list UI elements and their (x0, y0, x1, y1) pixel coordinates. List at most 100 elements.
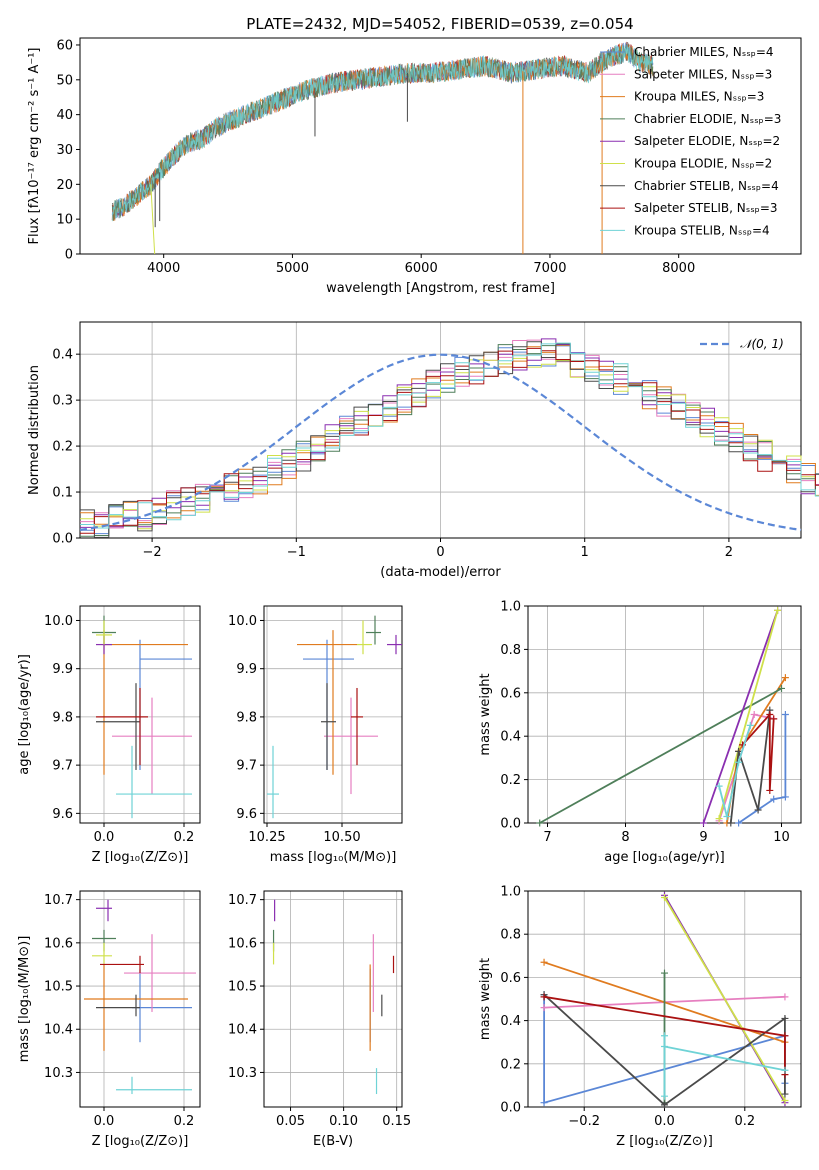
y-tick-label: 0.6 (500, 971, 521, 986)
mass-weight-line (702, 610, 779, 824)
x-tick-label: 4000 (147, 261, 180, 276)
y-axis-label: Flux [fλ10⁻¹⁷ erg cm⁻² s⁻¹ A⁻¹] (27, 48, 42, 245)
point-marker (715, 782, 723, 790)
mass-weight-line (718, 610, 779, 819)
x-tick-label: 2 (725, 545, 733, 560)
y-tick-label: 1.0 (500, 885, 521, 900)
x-axis-label: E(B-V) (313, 1134, 353, 1149)
y-tick-label: 10.4 (228, 1023, 257, 1038)
axes-frame (263, 890, 403, 1108)
y-axis-label: Normed distribution (27, 365, 42, 495)
legend-label: Chabrier ELODIE, Nₛₛₚ=3 (634, 112, 781, 126)
y-tick-label: 0 (65, 248, 73, 263)
point-marker (727, 819, 735, 827)
point-marker (754, 806, 762, 814)
histogram-step (80, 342, 819, 529)
point-marker (661, 969, 668, 977)
y-tick-label: 0.8 (500, 643, 521, 658)
point-marker (766, 711, 774, 718)
x-tick-label: −2 (143, 545, 162, 560)
y-tick-label: 10.0 (228, 614, 257, 629)
y-tick-label: 9.8 (52, 710, 73, 725)
y-tick-label: 10.3 (228, 1066, 257, 1081)
x-axis-label: wavelength [Angstrom, rest frame] (326, 281, 555, 296)
x-tick-label: 0.2 (734, 1114, 755, 1129)
x-tick-label: 10.25 (248, 830, 285, 845)
mass-weight-line (539, 687, 782, 824)
mass-weight-line (729, 710, 771, 824)
y-tick-label: 1.0 (500, 600, 521, 615)
legend-label: Chabrier MILES, Nₛₛₚ=4 (634, 45, 774, 59)
legend-label: Kroupa MILES, Nₛₛₚ=3 (634, 90, 764, 104)
y-tick-label: 0.4 (500, 730, 521, 745)
histogram-step (80, 357, 819, 530)
y-tick-label: 10.7 (44, 893, 73, 908)
x-tick-label: 0.15 (382, 1114, 411, 1129)
x-tick-label: 0.2 (174, 1114, 195, 1129)
point-marker (778, 684, 785, 692)
x-tick-label: −0.2 (568, 1114, 600, 1129)
point-marker (781, 1090, 789, 1098)
y-tick-label: 40 (56, 108, 73, 123)
y-axis-label: mass [log₁₀(M/M⊙)] (17, 936, 32, 1063)
x-axis-label: Z [log₁₀(Z/Z⊙)] (616, 1134, 713, 1149)
point-marker (746, 721, 754, 729)
y-tick-label: 0.0 (52, 532, 73, 547)
y-tick-label: 10.7 (228, 893, 257, 908)
point-marker (781, 674, 789, 682)
y-tick-label: 0.1 (52, 486, 73, 501)
point-marker (723, 812, 731, 820)
point-marker (750, 711, 758, 718)
spectrum-line (111, 44, 654, 221)
point-marker (661, 1092, 668, 1100)
x-tick-label: 9 (699, 830, 707, 845)
x-tick-label: 7 (543, 830, 551, 845)
x-tick-label: 8000 (662, 261, 695, 276)
x-axis-label: age [log₁₀(age/yr)] (604, 850, 725, 865)
normal-curve (79, 353, 802, 531)
x-tick-label: 0.10 (329, 1114, 358, 1129)
y-tick-label: 0.4 (500, 1014, 521, 1029)
axes-frame (79, 890, 201, 1108)
spectrum-line (111, 41, 654, 222)
point-marker (540, 993, 548, 1001)
y-tick-label: 9.7 (236, 759, 257, 774)
y-tick-label: 0.0 (500, 817, 521, 832)
axes-frame (79, 321, 802, 539)
point-marker (735, 747, 743, 755)
point-marker (735, 758, 743, 766)
point-marker (774, 606, 782, 614)
spike-line (150, 184, 156, 255)
x-tick-label: 6000 (405, 261, 438, 276)
y-tick-label: 0.3 (52, 394, 73, 409)
x-tick-label: 5000 (276, 261, 309, 276)
x-axis-label: (data-model)/error (380, 565, 501, 580)
legend-label: Salpeter MILES, Nₛₛₚ=3 (634, 67, 772, 81)
y-tick-label: 0.6 (500, 686, 521, 701)
x-tick-label: 7000 (533, 261, 566, 276)
axes-frame (527, 605, 802, 824)
legend-label: Kroupa ELODIE, Nₛₛₚ=2 (634, 157, 772, 171)
y-tick-label: 0.4 (52, 348, 73, 363)
y-tick-label: 0.2 (500, 1057, 521, 1072)
y-tick-label: 9.6 (52, 807, 73, 822)
point-marker (540, 1004, 548, 1012)
x-axis-label: mass [log₁₀(M/M⊙)] (270, 850, 397, 865)
point-marker (735, 819, 743, 827)
mass-weight-line (663, 1035, 786, 1097)
point-marker (715, 815, 723, 823)
y-axis-label: age [log₁₀(age/yr)] (17, 654, 32, 775)
point-marker (661, 1032, 668, 1040)
x-tick-label: 8 (621, 830, 629, 845)
point-marker (781, 1066, 789, 1074)
point-marker (781, 1097, 789, 1105)
y-tick-label: 10.0 (44, 614, 73, 629)
y-tick-label: 9.7 (52, 759, 73, 774)
y-tick-label: 9.6 (236, 807, 257, 822)
y-tick-label: 20 (56, 178, 73, 193)
point-marker (661, 1043, 668, 1051)
y-tick-label: 10.4 (44, 1023, 73, 1038)
point-marker (536, 819, 544, 827)
legend-label: 𝒩(0, 1) (740, 337, 784, 351)
